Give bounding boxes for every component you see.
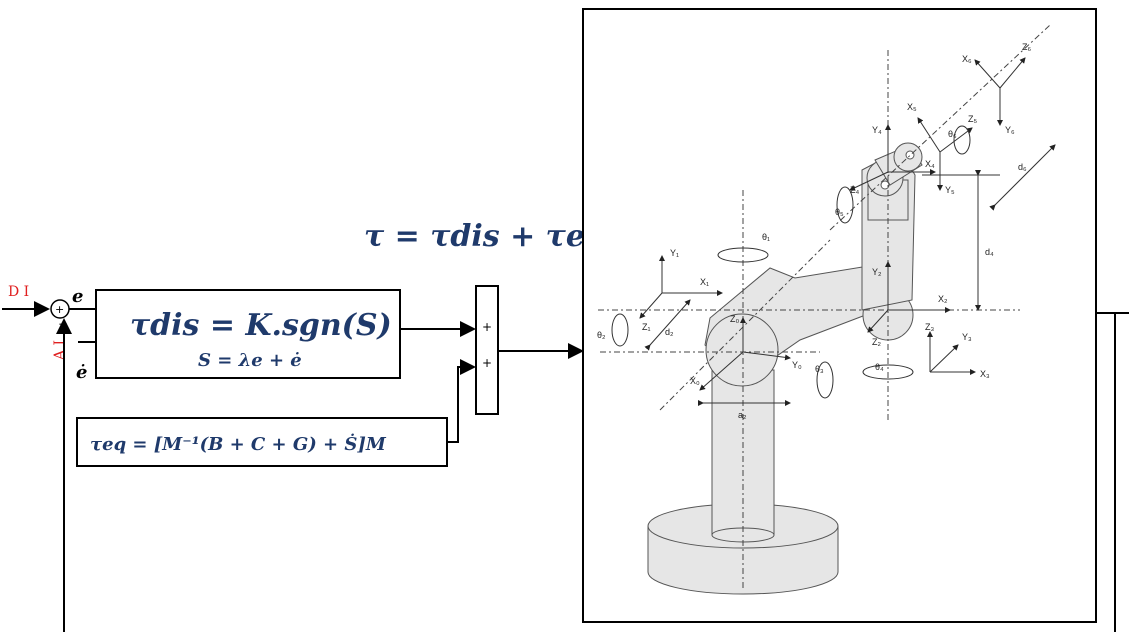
label-X5: X₅ xyxy=(907,102,917,112)
error-label: e xyxy=(72,286,83,307)
label-Y2: Y₂ xyxy=(872,267,882,277)
label-Z3: Z₃ xyxy=(925,322,934,332)
total-torque-equation: τ = τdis + τeq xyxy=(364,219,606,254)
label-th2: θ₂ xyxy=(597,330,606,340)
actual-input-label: A I xyxy=(52,340,68,361)
axis-x0 xyxy=(659,239,831,411)
label-Y6: Y₆ xyxy=(1005,125,1015,135)
adder-block xyxy=(475,285,499,415)
frame-5 xyxy=(917,117,973,191)
label-X4: X₄ xyxy=(925,159,935,169)
adder-sign-2: + xyxy=(482,356,492,370)
label-X1: X₁ xyxy=(700,277,709,287)
frame-3 xyxy=(927,331,976,375)
label-X0: X₀ xyxy=(690,376,700,386)
error-dot-label: ė xyxy=(76,362,87,383)
robot-upper-arm xyxy=(704,259,914,387)
label-Z5: Z₅ xyxy=(968,114,977,124)
robot-forearm xyxy=(861,142,923,311)
label-Y5: Y₅ xyxy=(945,185,955,195)
axis-wrist xyxy=(829,24,1051,231)
label-th6: θ₆ xyxy=(948,129,957,139)
dimension-lines xyxy=(644,144,1056,406)
label-d2: d₂ xyxy=(665,327,674,337)
rotation-arcs xyxy=(611,125,971,399)
label-a2: a₂ xyxy=(738,410,747,420)
tau-dis-equation: τdis = K.sgn(S) xyxy=(130,308,392,343)
label-X3: X₃ xyxy=(980,369,990,379)
label-Z1: Z₁ xyxy=(642,322,651,332)
eq-to-adder-arrow xyxy=(447,359,476,443)
label-Y3: Y₃ xyxy=(962,332,972,342)
summing-plus: + xyxy=(55,303,64,316)
label-th1: θ₁ xyxy=(762,232,770,242)
frame-4 xyxy=(849,124,936,191)
label-th5: θ₅ xyxy=(835,207,844,217)
label-Z2: Z₂ xyxy=(872,337,881,347)
equivalent-control-block xyxy=(76,417,448,467)
label-Z6: Z₆ xyxy=(1022,42,1031,52)
label-X6: X₆ xyxy=(962,54,972,64)
label-Y0: Y₀ xyxy=(792,360,802,370)
desired-input-label: D I xyxy=(8,284,29,300)
label-Y4: Y₄ xyxy=(872,125,882,135)
frame-6 xyxy=(974,57,1026,126)
adder-sign-1: + xyxy=(482,320,492,334)
label-Z0: Z₀ xyxy=(730,314,739,324)
sliding-surface-equation: S = λe + ė xyxy=(198,350,302,371)
label-d6: d₆ xyxy=(1018,162,1027,172)
frame-0 xyxy=(699,317,791,391)
label-d4: d₄ xyxy=(985,247,994,257)
frame-2 xyxy=(867,261,951,333)
label-th3: θ₃ xyxy=(815,364,824,374)
label-th4: θ₄ xyxy=(875,362,884,372)
label-Z4: Z₄ xyxy=(850,185,859,195)
sliding-surface-block xyxy=(95,289,401,379)
label-Y1: Y₁ xyxy=(670,248,679,258)
label-X2: X₂ xyxy=(938,294,948,304)
tau-eq-equation: τeq = [M⁻¹(B + C + G) + Ṡ]M xyxy=(90,432,387,455)
